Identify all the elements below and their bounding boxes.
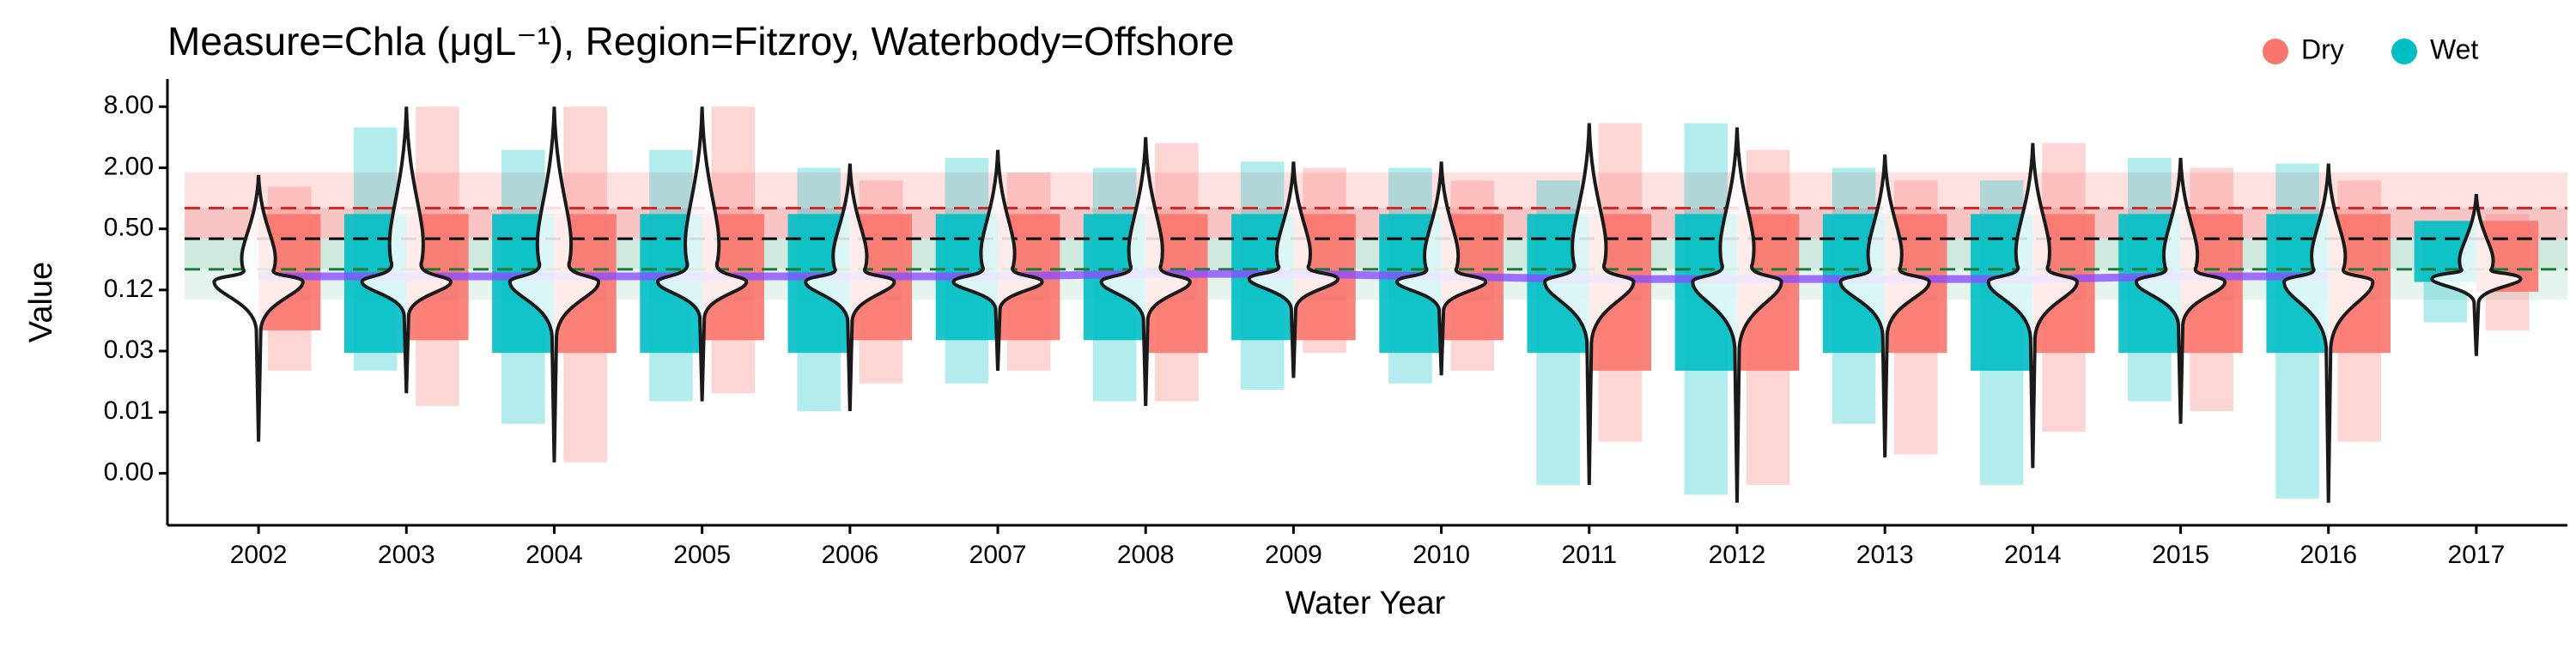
- x-tick-label: 2011: [1562, 541, 1618, 569]
- x-tick-label: 2012: [1709, 541, 1766, 569]
- violin: [2134, 157, 2227, 424]
- violin: [2282, 163, 2375, 503]
- x-tick-label: 2010: [1413, 541, 1470, 569]
- x-tick-label: 2006: [821, 541, 878, 569]
- y-tick-label: 0.01: [104, 397, 154, 425]
- y-tick-label: 8.00: [104, 91, 154, 119]
- x-axis-label: Water Year: [1285, 585, 1446, 621]
- violin: [212, 174, 305, 442]
- x-tick-label: 2005: [673, 541, 731, 569]
- x-tick-label: 2007: [969, 541, 1027, 569]
- y-tick-label: 0.50: [104, 214, 154, 242]
- x-tick-label: 2013: [1856, 541, 1914, 569]
- y-tick-label: 0.00: [104, 457, 154, 486]
- violin: [2430, 194, 2523, 356]
- x-tick-label: 2009: [1265, 541, 1322, 569]
- y-axis-label: Value: [23, 262, 59, 342]
- legend-label: Dry: [2301, 33, 2344, 64]
- violin: [1691, 127, 1783, 503]
- guideline-band: [185, 172, 2567, 209]
- legend-label: Wet: [2430, 33, 2478, 64]
- violin: [1394, 161, 1488, 376]
- violin: [1838, 154, 1931, 457]
- x-tick-label: 2004: [526, 541, 583, 569]
- violin: [1543, 123, 1636, 485]
- chart-title: Measure=Chla (μgL⁻¹), Region=Fitzroy, Wa…: [167, 19, 1235, 64]
- legend-swatch: [2263, 39, 2288, 64]
- y-tick-label: 2.00: [104, 152, 154, 180]
- violin: [804, 163, 896, 412]
- violin: [655, 106, 749, 402]
- x-tick-label: 2017: [2448, 541, 2506, 569]
- violin: [360, 106, 453, 394]
- legend-swatch: [2391, 39, 2417, 64]
- violin: [951, 149, 1044, 372]
- x-tick-label: 2016: [2300, 541, 2357, 569]
- y-tick-label: 0.12: [104, 275, 154, 303]
- violin: [1247, 161, 1340, 379]
- violin: [1986, 142, 2080, 469]
- violin: [507, 106, 601, 463]
- x-tick-label: 2003: [378, 541, 435, 569]
- x-tick-label: 2015: [2152, 541, 2209, 569]
- x-tick-label: 2014: [2004, 541, 2062, 569]
- x-tick-label: 2008: [1117, 541, 1175, 569]
- violin: [1099, 136, 1192, 406]
- x-tick-label: 2002: [230, 541, 288, 569]
- y-tick-label: 0.03: [104, 336, 154, 364]
